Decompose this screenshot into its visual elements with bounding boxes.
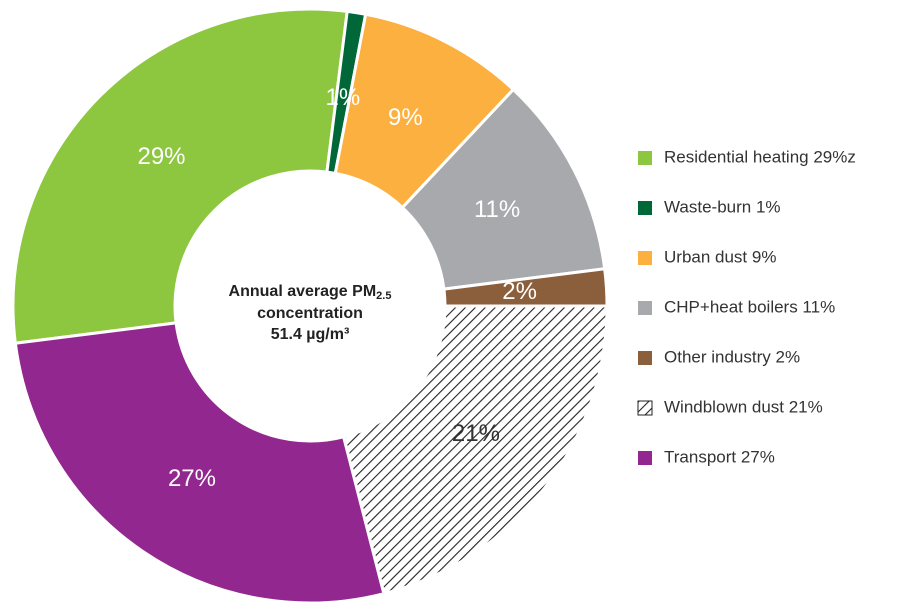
donut-hole <box>176 172 444 440</box>
data-label: 2% <box>502 278 537 305</box>
center-subscript: 2.5 <box>376 290 391 302</box>
legend-label: Urban dust 9% <box>664 247 776 266</box>
data-label: 9% <box>388 104 423 131</box>
slice <box>11 7 349 345</box>
data-label: 27% <box>168 465 216 492</box>
data-label: 1% <box>326 84 361 111</box>
center-title: Annual average PM2.5 <box>229 283 392 302</box>
legend-label: Windblown dust 21% <box>664 397 823 416</box>
labels: 29% 1% 9% 11% 2% 21% 27% <box>137 84 536 492</box>
center-line3: 51.4 µg/m³ <box>271 326 350 343</box>
center-line2: concentration <box>257 305 363 322</box>
legend-label: Residential heating 29%z <box>664 147 856 166</box>
slices <box>11 7 609 603</box>
legend-label: CHP+heat boilers 11% <box>664 297 835 316</box>
legend-swatch <box>638 151 652 165</box>
center-line1: Annual average PM <box>229 283 377 300</box>
data-label: 11% <box>474 196 520 223</box>
legend-swatch <box>638 451 652 465</box>
data-label: 29% <box>137 143 185 170</box>
legend-label: Transport 27% <box>664 447 775 466</box>
legend-swatch <box>638 251 652 265</box>
legend-label: Other industry 2% <box>664 347 800 366</box>
data-label: 21% <box>452 420 500 447</box>
legend-label: Waste-burn 1% <box>664 197 781 216</box>
slice <box>341 304 609 596</box>
legend-swatch <box>638 201 652 215</box>
legend-swatch <box>638 301 652 315</box>
slice <box>400 87 607 291</box>
slice <box>13 321 386 603</box>
legend-swatch <box>637 400 653 416</box>
legend-swatch <box>638 351 652 365</box>
legend: Residential heating 29%z Waste-burn 1% Urb… <box>637 147 856 466</box>
